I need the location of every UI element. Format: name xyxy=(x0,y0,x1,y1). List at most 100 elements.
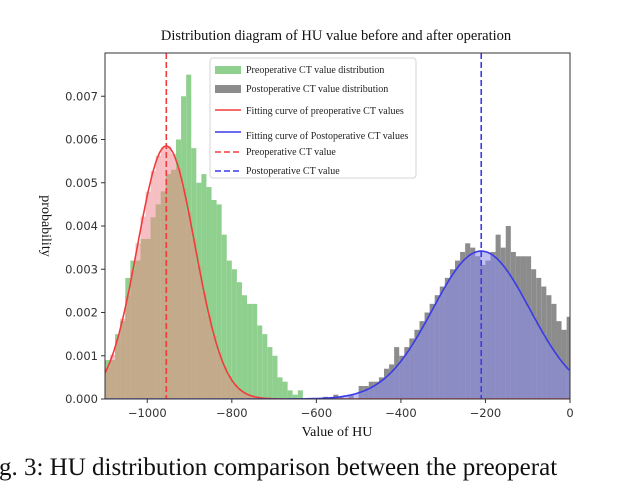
preop-overlap xyxy=(125,296,130,399)
preop-overlap xyxy=(161,191,166,399)
preop-bar xyxy=(232,269,237,399)
preop-bar xyxy=(298,390,303,399)
preop-overlap xyxy=(141,239,146,399)
preop-bar xyxy=(252,304,257,399)
preop-overlap xyxy=(181,188,186,399)
figure-caption: ig. 3: HU distribution comparison betwee… xyxy=(0,454,557,482)
postop-overlap xyxy=(414,337,419,399)
postop-overlap xyxy=(496,260,501,399)
y-tick-label: 0.005 xyxy=(65,176,98,190)
postop-overlap xyxy=(470,253,475,399)
postop-overlap xyxy=(556,358,561,399)
postop-overlap xyxy=(440,292,445,399)
legend-label: Preoperative CT value distribution xyxy=(246,65,384,76)
y-tick-label: 0.000 xyxy=(65,392,98,406)
postop-overlap xyxy=(567,370,572,399)
legend-box xyxy=(210,58,416,178)
y-axis-ticks: 0.000 0.001 0.002 0.003 0.004 0.005 0.006 0.007 xyxy=(65,89,105,406)
preop-bar xyxy=(257,325,262,399)
postop-overlap xyxy=(506,272,511,399)
preop-bar xyxy=(288,390,293,399)
postop-overlap xyxy=(425,319,430,399)
preop-bar xyxy=(242,295,247,399)
postop-overlap xyxy=(399,360,404,399)
preop-overlap xyxy=(206,315,211,399)
preop-overlap xyxy=(130,270,135,399)
preop-overlap xyxy=(135,261,140,399)
postop-overlap xyxy=(501,265,506,399)
y-axis-label: probability xyxy=(38,195,53,256)
y-tick-label: 0.003 xyxy=(65,262,98,276)
postop-overlap xyxy=(379,381,384,399)
postop-overlap xyxy=(430,310,435,399)
preop-overlap xyxy=(151,217,156,399)
postop-overlap xyxy=(562,364,567,399)
postop-overlap xyxy=(577,380,582,399)
preop-overlap xyxy=(120,321,125,399)
postop-fit-fill xyxy=(577,380,582,399)
legend-label: Postoperative CT value xyxy=(246,166,340,177)
y-tick-label: 0.006 xyxy=(65,133,98,147)
preop-overlap xyxy=(110,360,115,399)
preop-overlap xyxy=(156,204,161,399)
postop-bar xyxy=(577,347,582,399)
postop-overlap xyxy=(551,351,556,399)
x-tick-label: −400 xyxy=(385,406,417,420)
postop-fit-fill xyxy=(572,375,577,399)
preop-bar xyxy=(277,377,282,399)
preop-bar xyxy=(247,304,252,399)
legend-swatch xyxy=(215,66,241,74)
preop-bar xyxy=(237,282,242,399)
postop-overlap xyxy=(531,316,536,399)
postop-overlap xyxy=(541,334,546,399)
postop-overlap xyxy=(485,261,490,399)
y-tick-label: 0.007 xyxy=(65,89,98,103)
preop-overlap xyxy=(176,168,181,399)
preop-overlap xyxy=(186,212,191,399)
postop-overlap xyxy=(526,307,531,399)
legend-label: Fitting curve of Postoperative CT values xyxy=(246,131,408,142)
postop-overlap xyxy=(450,275,455,399)
postop-overlap xyxy=(409,345,414,399)
postop-overlap xyxy=(465,257,470,399)
preop-overlap xyxy=(191,239,196,399)
postop-bar xyxy=(572,338,577,399)
preop-overlap xyxy=(201,292,206,399)
postop-overlap xyxy=(384,377,389,399)
postop-overlap xyxy=(572,375,577,399)
x-tick-label: −600 xyxy=(301,406,333,420)
preop-overlap xyxy=(196,266,201,399)
preop-bar xyxy=(262,334,267,399)
x-tick-label: −1000 xyxy=(128,406,167,420)
x-tick-label: −200 xyxy=(470,406,502,420)
postop-overlap xyxy=(460,262,465,399)
postop-overlap xyxy=(491,255,496,399)
preop-overlap xyxy=(146,239,151,399)
postop-overlap xyxy=(516,289,521,399)
postop-overlap xyxy=(475,256,480,399)
x-axis-label: Value of HU xyxy=(302,425,373,440)
preop-bar xyxy=(267,347,272,399)
legend-label: Preoperative CT value xyxy=(246,147,336,158)
postop-overlap xyxy=(374,385,379,399)
postop-overlap xyxy=(394,366,399,399)
postop-overlap xyxy=(511,280,516,399)
postop-overlap xyxy=(536,325,541,399)
postop-overlap xyxy=(546,343,551,399)
postop-overlap xyxy=(404,353,409,399)
postop-overlap xyxy=(389,372,394,399)
preop-overlap xyxy=(115,338,120,399)
postop-overlap xyxy=(420,328,425,399)
legend-swatch xyxy=(215,85,241,93)
y-tick-label: 0.001 xyxy=(65,349,98,363)
legend-label: Postoperative CT value distribution xyxy=(246,84,388,95)
y-tick-label: 0.002 xyxy=(65,306,98,320)
preop-bar xyxy=(283,382,288,399)
x-tick-label: 0 xyxy=(566,406,573,420)
postop-overlap xyxy=(521,298,526,399)
preop-overlap xyxy=(171,170,176,399)
y-tick-label: 0.004 xyxy=(65,219,98,233)
legend: Preoperative CT value distribution Postop… xyxy=(210,58,416,178)
